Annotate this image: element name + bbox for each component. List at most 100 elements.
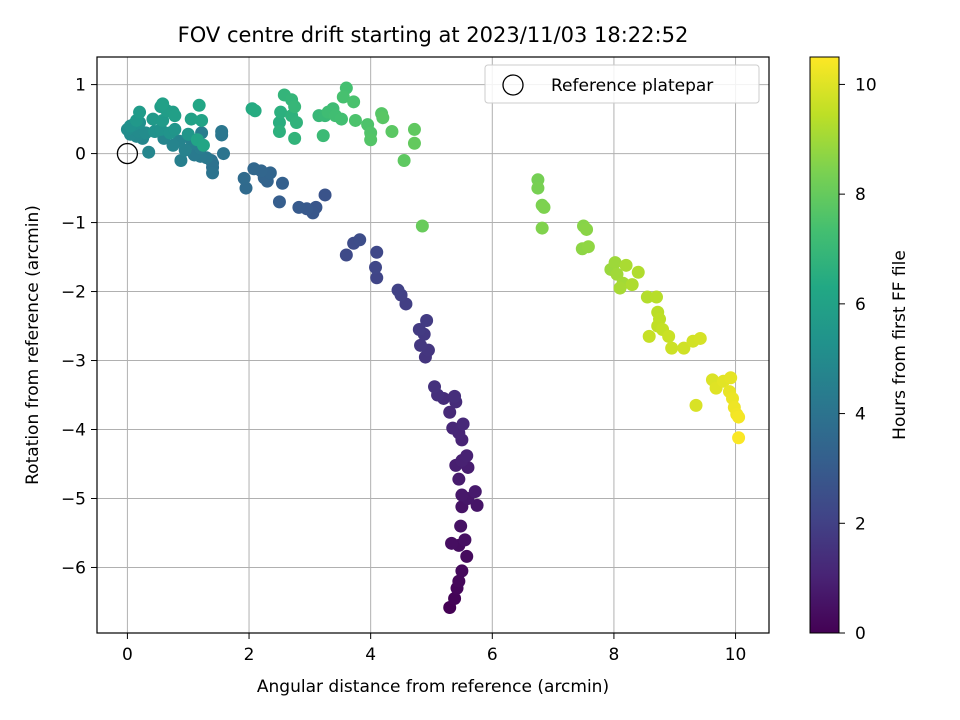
data-point [289, 116, 303, 130]
grid-lines [97, 57, 769, 633]
data-point [196, 138, 210, 152]
x-tick-label: 4 [365, 645, 376, 665]
data-point [292, 200, 306, 214]
data-point [407, 136, 421, 150]
data-point [274, 105, 288, 119]
colorbar-ticks: 0 2 4 6 8 10 [839, 75, 877, 644]
data-point [455, 488, 469, 502]
data-point [460, 549, 474, 563]
data-point [689, 398, 703, 412]
data-point [412, 322, 426, 336]
data-point [458, 533, 472, 547]
data-point [168, 109, 182, 123]
data-point [247, 162, 261, 176]
data-point [631, 265, 645, 279]
colorbar-tick-label: 6 [855, 295, 866, 315]
data-point [215, 125, 229, 139]
data-point [239, 181, 253, 195]
data-point [339, 248, 353, 262]
legend: Reference platepar [484, 64, 760, 104]
colorbar [809, 56, 840, 634]
data-point [192, 98, 206, 112]
data-point [318, 188, 332, 202]
data-point [370, 271, 384, 285]
data-point [581, 240, 595, 254]
data-point [407, 122, 421, 136]
data-point [455, 564, 469, 578]
data-point [248, 104, 262, 118]
y-tick-label: −5 [61, 489, 86, 509]
data-point [468, 485, 482, 499]
data-point [237, 171, 251, 185]
data-point [316, 129, 330, 143]
data-point [443, 405, 457, 419]
colorbar-tick-label: 8 [855, 185, 866, 205]
data-point [397, 153, 411, 167]
data-points [120, 81, 746, 614]
data-point [353, 233, 367, 247]
data-point [146, 112, 160, 126]
data-point [348, 113, 362, 127]
y-tick-label: −6 [61, 558, 86, 578]
data-point [470, 498, 484, 512]
data-point [272, 195, 286, 209]
data-point [216, 147, 230, 161]
y-tick-label: −3 [61, 352, 86, 372]
x-tick-label: 10 [725, 645, 747, 665]
data-point [537, 200, 551, 214]
data-point [625, 278, 639, 292]
x-axis-label: Angular distance from reference (arcmin) [257, 677, 609, 697]
data-point [336, 90, 350, 104]
data-point [364, 133, 378, 147]
y-tick-label: −1 [61, 214, 86, 234]
data-point [649, 290, 663, 304]
data-point [619, 258, 633, 272]
data-point [414, 338, 428, 352]
colorbar-tick-label: 0 [855, 624, 866, 644]
data-point [452, 472, 466, 486]
x-tick-label: 8 [609, 645, 620, 665]
legend-box [484, 64, 760, 104]
data-point [376, 111, 390, 125]
chart-title: FOV centre drift starting at 2023/11/03 … [178, 23, 689, 47]
plot-frame [96, 56, 770, 634]
data-point [677, 341, 691, 355]
y-tick-label: −2 [61, 283, 86, 303]
data-point [272, 116, 286, 130]
data-point [452, 574, 466, 588]
data-point [288, 131, 302, 145]
data-point [580, 222, 594, 236]
data-point [385, 125, 399, 139]
colorbar-tick-label: 2 [855, 514, 866, 534]
data-point [642, 329, 656, 343]
data-point [608, 256, 622, 270]
data-point [420, 314, 434, 328]
data-point [448, 592, 462, 606]
y-axis-label: Rotation from reference (arcmin) [23, 205, 43, 485]
data-point [369, 260, 383, 274]
data-point [662, 329, 676, 343]
data-point [275, 176, 289, 190]
data-point [174, 153, 188, 167]
data-point [288, 100, 302, 114]
colorbar-label: Hours from first FF file [890, 250, 910, 440]
data-point [613, 281, 627, 295]
data-point [732, 410, 746, 424]
data-point [445, 536, 459, 550]
data-point [460, 449, 474, 463]
data-point [156, 97, 170, 111]
data-point [693, 331, 707, 345]
x-axis-ticks: 0 2 4 6 8 10 [122, 633, 746, 665]
data-point [456, 417, 470, 431]
y-tick-label: 1 [75, 76, 86, 96]
data-point [195, 113, 209, 127]
y-axis-ticks: 1 0 −1 −2 −3 −4 −5 −6 [61, 76, 97, 578]
data-point [347, 95, 361, 109]
data-point [531, 181, 545, 195]
data-point [415, 219, 429, 233]
colorbar-tick-label: 10 [855, 75, 877, 95]
x-tick-label: 2 [244, 645, 255, 665]
data-point [448, 389, 462, 403]
data-point [166, 138, 180, 152]
data-point [446, 421, 460, 435]
